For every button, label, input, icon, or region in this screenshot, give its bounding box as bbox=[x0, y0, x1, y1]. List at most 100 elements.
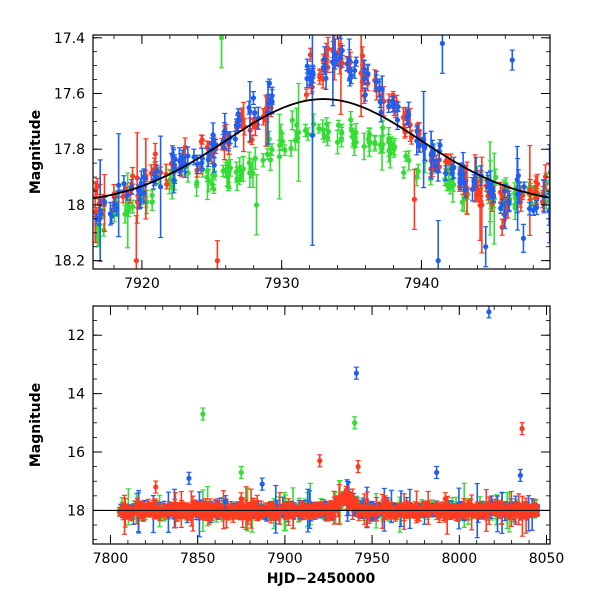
point-blue bbox=[516, 182, 523, 203]
point-green bbox=[351, 132, 357, 157]
point-blue bbox=[306, 66, 312, 78]
data-point bbox=[107, 211, 114, 217]
point-green bbox=[406, 150, 412, 171]
point-blue bbox=[268, 94, 274, 105]
top-plot-area bbox=[93, 24, 550, 269]
data-point bbox=[317, 72, 323, 78]
point-blue bbox=[390, 96, 396, 113]
data-point bbox=[386, 136, 392, 142]
data-point bbox=[322, 56, 328, 62]
point-green bbox=[447, 180, 453, 195]
point-blue bbox=[348, 66, 354, 85]
point-green bbox=[276, 113, 283, 200]
data-point bbox=[234, 176, 240, 182]
data-point bbox=[469, 186, 476, 192]
data-point bbox=[210, 142, 217, 149]
point-green bbox=[292, 130, 298, 151]
data-point bbox=[289, 117, 295, 123]
data-point bbox=[506, 200, 512, 206]
point-red bbox=[198, 134, 204, 149]
top-x-tick-label: 7930 bbox=[264, 276, 300, 292]
data-point bbox=[292, 137, 298, 143]
data-point bbox=[171, 177, 177, 183]
data-point bbox=[394, 117, 401, 123]
data-point bbox=[443, 170, 449, 176]
data-point bbox=[351, 141, 357, 148]
top-axis-ticks: 7920 7930 7940 17.4 17.6 17.8 18 18.2 bbox=[54, 31, 550, 292]
point-green bbox=[122, 204, 128, 224]
data-point bbox=[96, 217, 102, 223]
data-point bbox=[534, 204, 540, 211]
data-point bbox=[391, 144, 398, 150]
data-point bbox=[432, 163, 438, 169]
point-blue bbox=[97, 159, 103, 262]
point-blue bbox=[114, 202, 120, 216]
data-point bbox=[372, 141, 378, 147]
data-point bbox=[276, 154, 283, 160]
data-point bbox=[338, 24, 343, 29]
data-point bbox=[214, 258, 220, 264]
data-point bbox=[121, 180, 127, 187]
data-point bbox=[348, 72, 354, 79]
point-blue bbox=[362, 87, 368, 102]
point-red bbox=[445, 154, 451, 165]
data-point bbox=[303, 92, 310, 98]
point-red bbox=[163, 163, 169, 185]
point-blue bbox=[171, 154, 178, 166]
point-green bbox=[264, 148, 271, 161]
point-red bbox=[475, 180, 481, 201]
data-point bbox=[401, 170, 407, 176]
data-point bbox=[458, 177, 464, 183]
data-point bbox=[462, 187, 469, 193]
data-point bbox=[497, 189, 504, 195]
point-blue bbox=[252, 107, 258, 119]
data-point bbox=[509, 57, 515, 63]
point-blue bbox=[521, 181, 527, 192]
data-point bbox=[282, 147, 288, 153]
data-point bbox=[278, 129, 284, 135]
data-point bbox=[378, 109, 384, 115]
outlier-point bbox=[253, 174, 260, 236]
point-blue bbox=[534, 199, 540, 216]
data-point bbox=[380, 125, 386, 131]
point-blue bbox=[179, 149, 186, 165]
data-point bbox=[406, 157, 412, 164]
top-y-tick-label: 18.2 bbox=[54, 254, 85, 270]
top-x-tick-label: 7940 bbox=[404, 276, 440, 292]
point-green bbox=[240, 155, 246, 182]
data-point bbox=[212, 172, 218, 179]
data-point bbox=[204, 167, 211, 173]
point-green bbox=[401, 166, 407, 179]
point-blue bbox=[330, 51, 336, 73]
data-point bbox=[348, 117, 354, 123]
outlier-point bbox=[218, 35, 225, 69]
data-point bbox=[211, 162, 217, 168]
point-blue bbox=[498, 202, 504, 214]
point-blue bbox=[449, 164, 455, 175]
point-blue bbox=[199, 147, 205, 170]
point-blue bbox=[469, 177, 476, 202]
point-blue bbox=[395, 101, 401, 112]
point-green bbox=[211, 184, 217, 194]
data-point bbox=[179, 154, 186, 160]
point-green bbox=[335, 119, 342, 131]
data-point bbox=[403, 153, 409, 159]
data-point bbox=[268, 97, 274, 103]
data-point bbox=[129, 173, 136, 179]
point-blue bbox=[235, 108, 241, 120]
data-point bbox=[130, 204, 136, 210]
point-blue bbox=[443, 165, 449, 182]
data-point bbox=[377, 85, 383, 91]
data-point bbox=[133, 258, 139, 264]
data-point bbox=[247, 108, 253, 115]
point-green bbox=[289, 110, 295, 131]
data-point bbox=[233, 122, 240, 128]
data-point bbox=[483, 244, 489, 250]
point-green bbox=[378, 143, 385, 154]
data-point bbox=[101, 198, 108, 205]
point-blue bbox=[514, 145, 520, 214]
point-blue bbox=[430, 143, 436, 161]
data-point bbox=[514, 177, 520, 183]
data-point bbox=[406, 112, 412, 118]
data-point bbox=[220, 168, 226, 174]
